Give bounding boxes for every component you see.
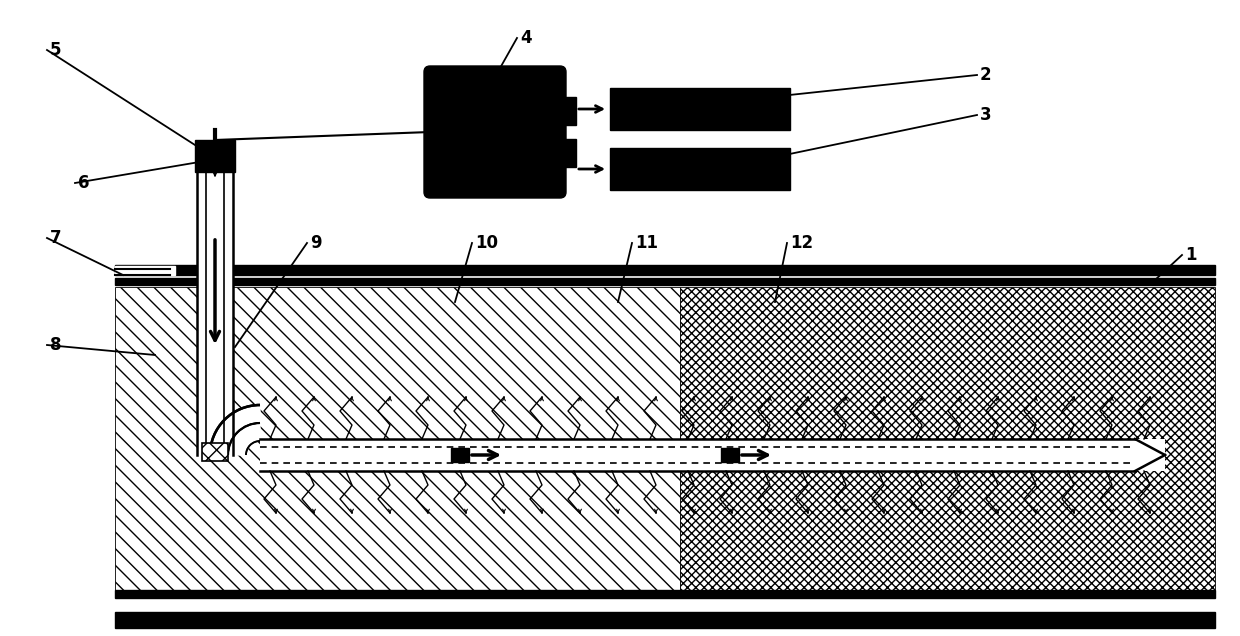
Text: 11: 11	[635, 234, 658, 252]
FancyBboxPatch shape	[424, 66, 565, 198]
Bar	[197, 152, 233, 455]
Bar	[115, 612, 1215, 628]
Polygon shape	[210, 405, 260, 455]
Bar	[680, 287, 1215, 590]
Text: 10: 10	[475, 234, 498, 252]
Bar	[558, 97, 577, 125]
Text: 9: 9	[310, 234, 321, 252]
Bar	[720, 448, 739, 462]
Bar	[115, 266, 175, 275]
Bar	[558, 139, 577, 167]
Text: 5: 5	[50, 41, 62, 59]
Text: 12: 12	[790, 234, 813, 252]
Text: 3: 3	[980, 106, 992, 124]
Bar	[610, 148, 790, 190]
Text: 8: 8	[50, 336, 62, 354]
Bar	[195, 140, 236, 172]
Bar	[115, 265, 1215, 275]
Bar	[115, 287, 680, 590]
Text: 4: 4	[520, 29, 532, 47]
Text: 2: 2	[980, 66, 992, 84]
Bar	[260, 439, 1166, 471]
Text: 6: 6	[78, 174, 89, 192]
Text: 7: 7	[50, 229, 62, 247]
Bar	[202, 443, 228, 461]
Bar	[115, 590, 1215, 598]
Text: 1: 1	[1185, 246, 1197, 264]
Bar	[115, 278, 1215, 285]
Bar	[610, 88, 790, 130]
Bar	[451, 448, 469, 462]
